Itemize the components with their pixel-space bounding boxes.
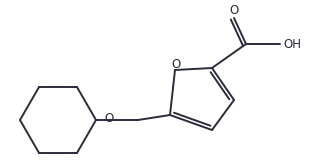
Text: OH: OH <box>283 38 301 51</box>
Text: O: O <box>229 4 239 18</box>
Text: O: O <box>104 113 114 125</box>
Text: O: O <box>171 58 181 71</box>
